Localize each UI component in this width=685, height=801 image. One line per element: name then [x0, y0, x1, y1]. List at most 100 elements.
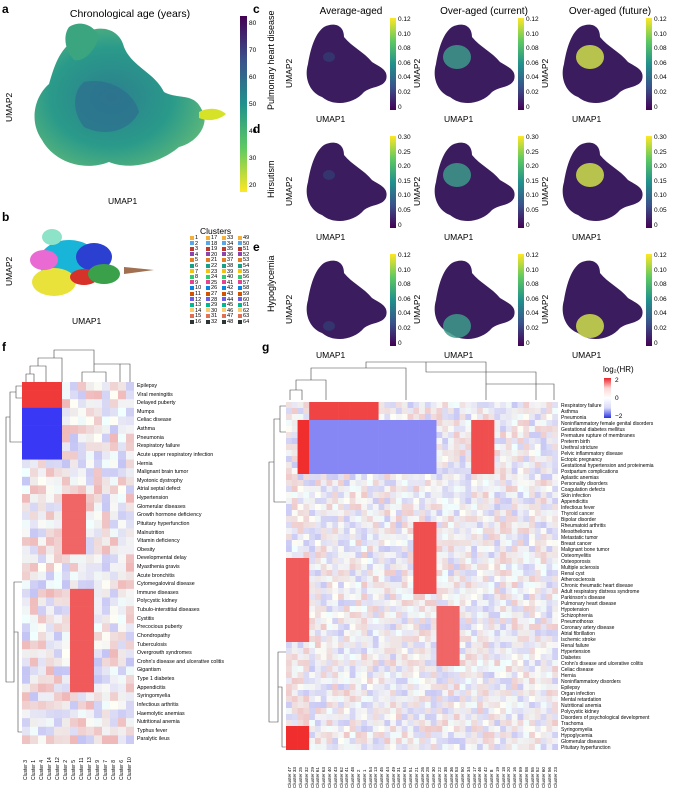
heatmap-g-cell [407, 744, 414, 750]
heatmap-f-cell [78, 545, 87, 555]
heatmap-g-cell [372, 696, 379, 703]
heatmap-f-cell [118, 502, 127, 512]
heatmap-g-cell [430, 534, 437, 541]
umap-a-core [75, 81, 139, 132]
heatmap-g-cell [540, 528, 547, 535]
heatmap-g-cell [552, 528, 558, 535]
heatmap-f-cell [78, 709, 87, 719]
heatmap-f-cell [102, 571, 111, 581]
heatmap-g-cell [314, 420, 322, 427]
heatmap-f-cell [62, 425, 71, 435]
heatmap-g-cell [384, 642, 391, 649]
heatmap-g-cell [424, 636, 431, 643]
heatmap-g-cell [465, 498, 472, 505]
heatmap-g-cell [320, 600, 327, 607]
heatmap-g-cell [476, 510, 484, 517]
cluster-swatch [222, 313, 226, 318]
heatmap-g-cell [540, 642, 547, 649]
heatmap-g-cell [517, 534, 524, 541]
heatmap-f-cell [22, 502, 31, 512]
heatmap-g-cell [476, 714, 484, 721]
heatmap-f-cell [70, 580, 79, 590]
heatmap-g-cell [430, 486, 437, 493]
heatmap-g-cell [326, 564, 333, 571]
heatmap-g-cell [390, 594, 397, 601]
heatmap-f-cell [46, 631, 55, 641]
heatmap-g-cell [286, 426, 293, 433]
heatmap-g-cell [448, 738, 455, 745]
heatmap-g-cell [367, 528, 374, 535]
heatmap-g-cell [401, 468, 408, 475]
heatmap-g-cell [303, 720, 310, 727]
heatmap-g-cell [326, 678, 333, 685]
heatmap-g-cell [326, 444, 333, 451]
heatmap-g-cell [482, 654, 489, 661]
heatmap-g-cell [546, 408, 553, 415]
heatmap-g-row-label: Multiple sclerosis [561, 564, 600, 571]
heatmap-g-cell [476, 702, 484, 709]
heatmap-g-cell [436, 432, 443, 439]
heatmap-f-cell [30, 425, 39, 435]
heatmap-g-row-label: Hernia [561, 672, 576, 679]
heatmap-g-cell [395, 450, 403, 457]
heatmap-g-cell [372, 564, 379, 571]
umap-colorbar-tick: 0.15 [654, 177, 667, 185]
heatmap-g-cell [540, 654, 547, 661]
heatmap-g-cell [424, 690, 431, 697]
heatmap-g-cell [500, 702, 507, 709]
heatmap-g-cell [407, 606, 414, 613]
heatmap-g-cell [303, 438, 310, 445]
heatmap-g-cell [494, 588, 501, 595]
heatmap-g-cell [338, 654, 345, 661]
heatmap-f-cell [30, 476, 39, 486]
heatmap-g-cell [529, 558, 536, 565]
heatmap-g-cell [505, 450, 513, 457]
heatmap-g-cell [361, 738, 368, 745]
umap-colorbar-tick: 0.02 [654, 325, 667, 332]
heatmap-f-cell [102, 425, 111, 435]
heatmap-g-cell [517, 720, 524, 727]
heatmap-g-cell [378, 708, 385, 715]
heatmap-g-col-label: Cluster 29 [309, 767, 315, 788]
heatmap-g-cell [534, 504, 541, 511]
heatmap-g-cell [430, 438, 437, 445]
heatmap-g-cell [355, 534, 362, 541]
heatmap-g-cell [384, 528, 391, 535]
heatmap-f-cell [30, 640, 39, 650]
heatmap-g-cell [482, 636, 489, 643]
heatmap-g-cell [419, 714, 426, 721]
heatmap-g-cell [476, 546, 484, 553]
heatmap-f-cell [126, 537, 134, 547]
heatmap-g-cell [552, 498, 558, 505]
heatmap-g-cell [488, 630, 495, 637]
heatmap-g-cell [442, 684, 449, 691]
heatmap-g-cell [534, 624, 541, 631]
heatmap-g-cell [465, 576, 472, 583]
heatmap-g-cell [384, 540, 391, 547]
heatmap-g-col-label: Cluster 59 [517, 767, 523, 788]
heatmap-g-cell [546, 402, 553, 409]
heatmap-g-cell [378, 534, 385, 541]
umap-ylabel: UMAP2 [284, 294, 294, 324]
heatmap-g-cell [303, 420, 310, 427]
heatmap-g-cell [476, 684, 484, 691]
heatmap-g-col-label: Cluster 63 [321, 767, 327, 788]
heatmap-g-cell [395, 420, 403, 427]
heatmap-g-cell [320, 438, 327, 445]
heatmap-g-cell [326, 468, 333, 475]
heatmap-g-cell [355, 468, 362, 475]
heatmap-g-cell [349, 696, 356, 703]
heatmap-g-cell [523, 672, 530, 679]
heatmap-g-cell [407, 684, 414, 691]
heatmap-g-cell [442, 726, 449, 733]
heatmap-g-cell [459, 738, 466, 745]
heatmap-g-cell [332, 450, 339, 457]
heatmap-f-cell [118, 597, 127, 607]
heatmap-g-cell [286, 714, 293, 721]
heatmap-g-cell [488, 726, 495, 733]
heatmap-g-cell [471, 738, 478, 745]
heatmap-g-cell [482, 558, 489, 565]
heatmap-g-cell [442, 588, 449, 595]
heatmap-g-cell [540, 630, 547, 637]
heatmap-g-cell [453, 654, 460, 661]
